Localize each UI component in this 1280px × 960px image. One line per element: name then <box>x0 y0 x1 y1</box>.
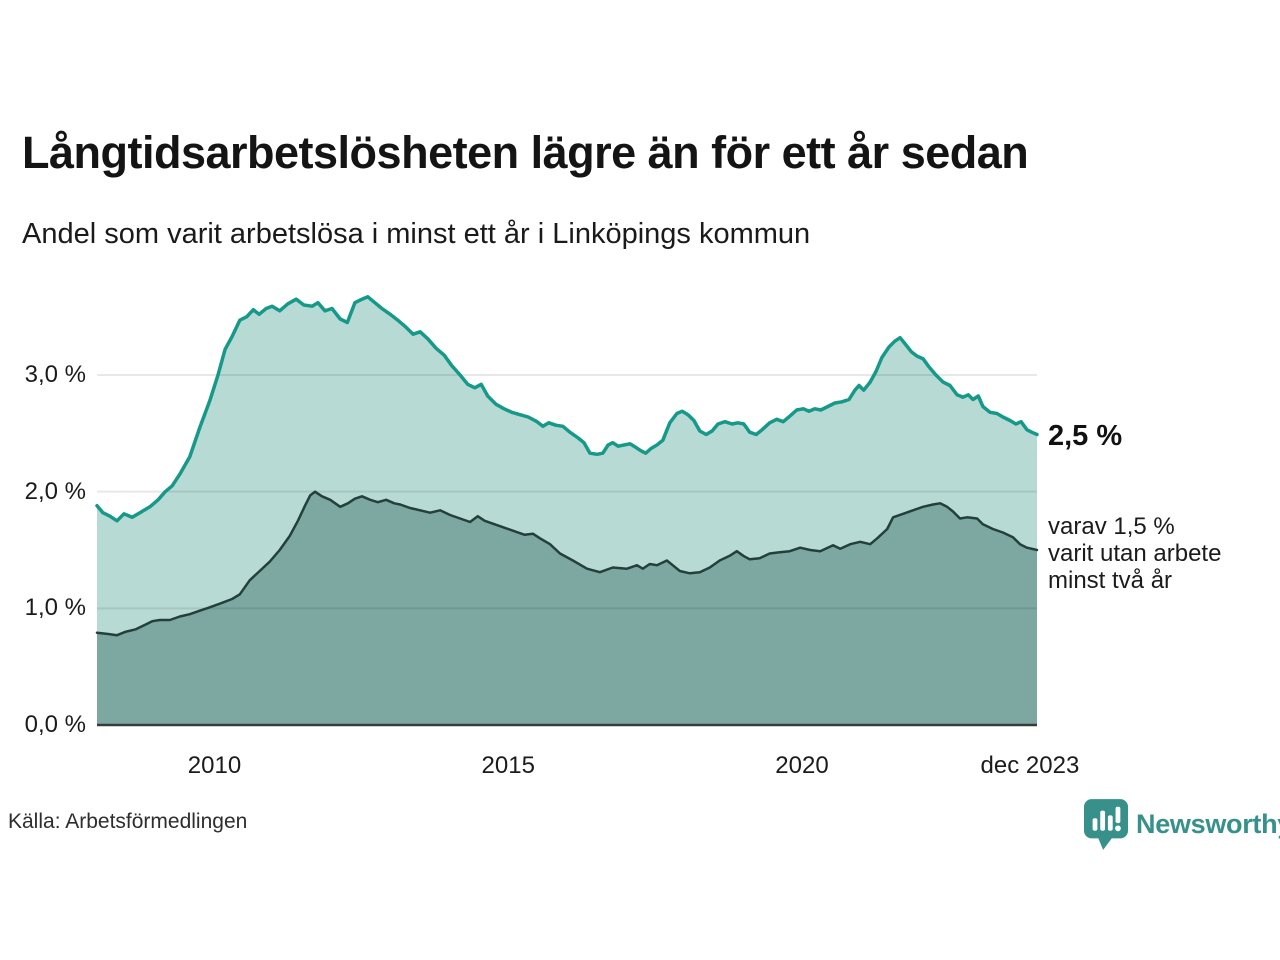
y-tick-label-0: 0,0 % <box>24 711 86 738</box>
chart-subtitle: Andel som varit arbetslösa i minst ett å… <box>22 218 811 250</box>
y-tick-label-3: 3,0 % <box>24 360 86 388</box>
x-tick-label-2015: 2015 <box>481 752 535 779</box>
page-title: Långtidsarbetslösheten lägre än för ett … <box>22 127 1029 178</box>
total-line <box>95 295 1039 523</box>
source-credit: Källa: Arbetsförmedlingen <box>8 810 248 833</box>
annotation-line-2: varit utan arbete <box>1048 540 1222 567</box>
latest-two-year-annotation: varav 1,5 % varit utan arbete minst två … <box>1048 513 1221 594</box>
brand-name: Newsworthy <box>1136 809 1280 839</box>
brand-logo: Newsworthy <box>1084 799 1280 850</box>
two-year-line <box>95 490 1039 637</box>
two-year-area-fill <box>97 491 1037 725</box>
x-tick-label-2020: 2020 <box>775 752 829 779</box>
annotation-line-1: varav 1,5 % <box>1048 513 1175 540</box>
y-tick-label-2: 2,0 % <box>24 477 86 505</box>
newsworthy-logo-icon <box>1084 799 1128 850</box>
x-tick-label-dec-2023: dec 2023 <box>980 752 1080 779</box>
x-tick-label-2010: 2010 <box>187 752 242 779</box>
y-tick-label-1: 1,0 % <box>24 594 86 622</box>
annotation-line-3: minst två år <box>1048 567 1173 594</box>
latest-total-annotation: 2,5 % <box>1048 420 1123 452</box>
